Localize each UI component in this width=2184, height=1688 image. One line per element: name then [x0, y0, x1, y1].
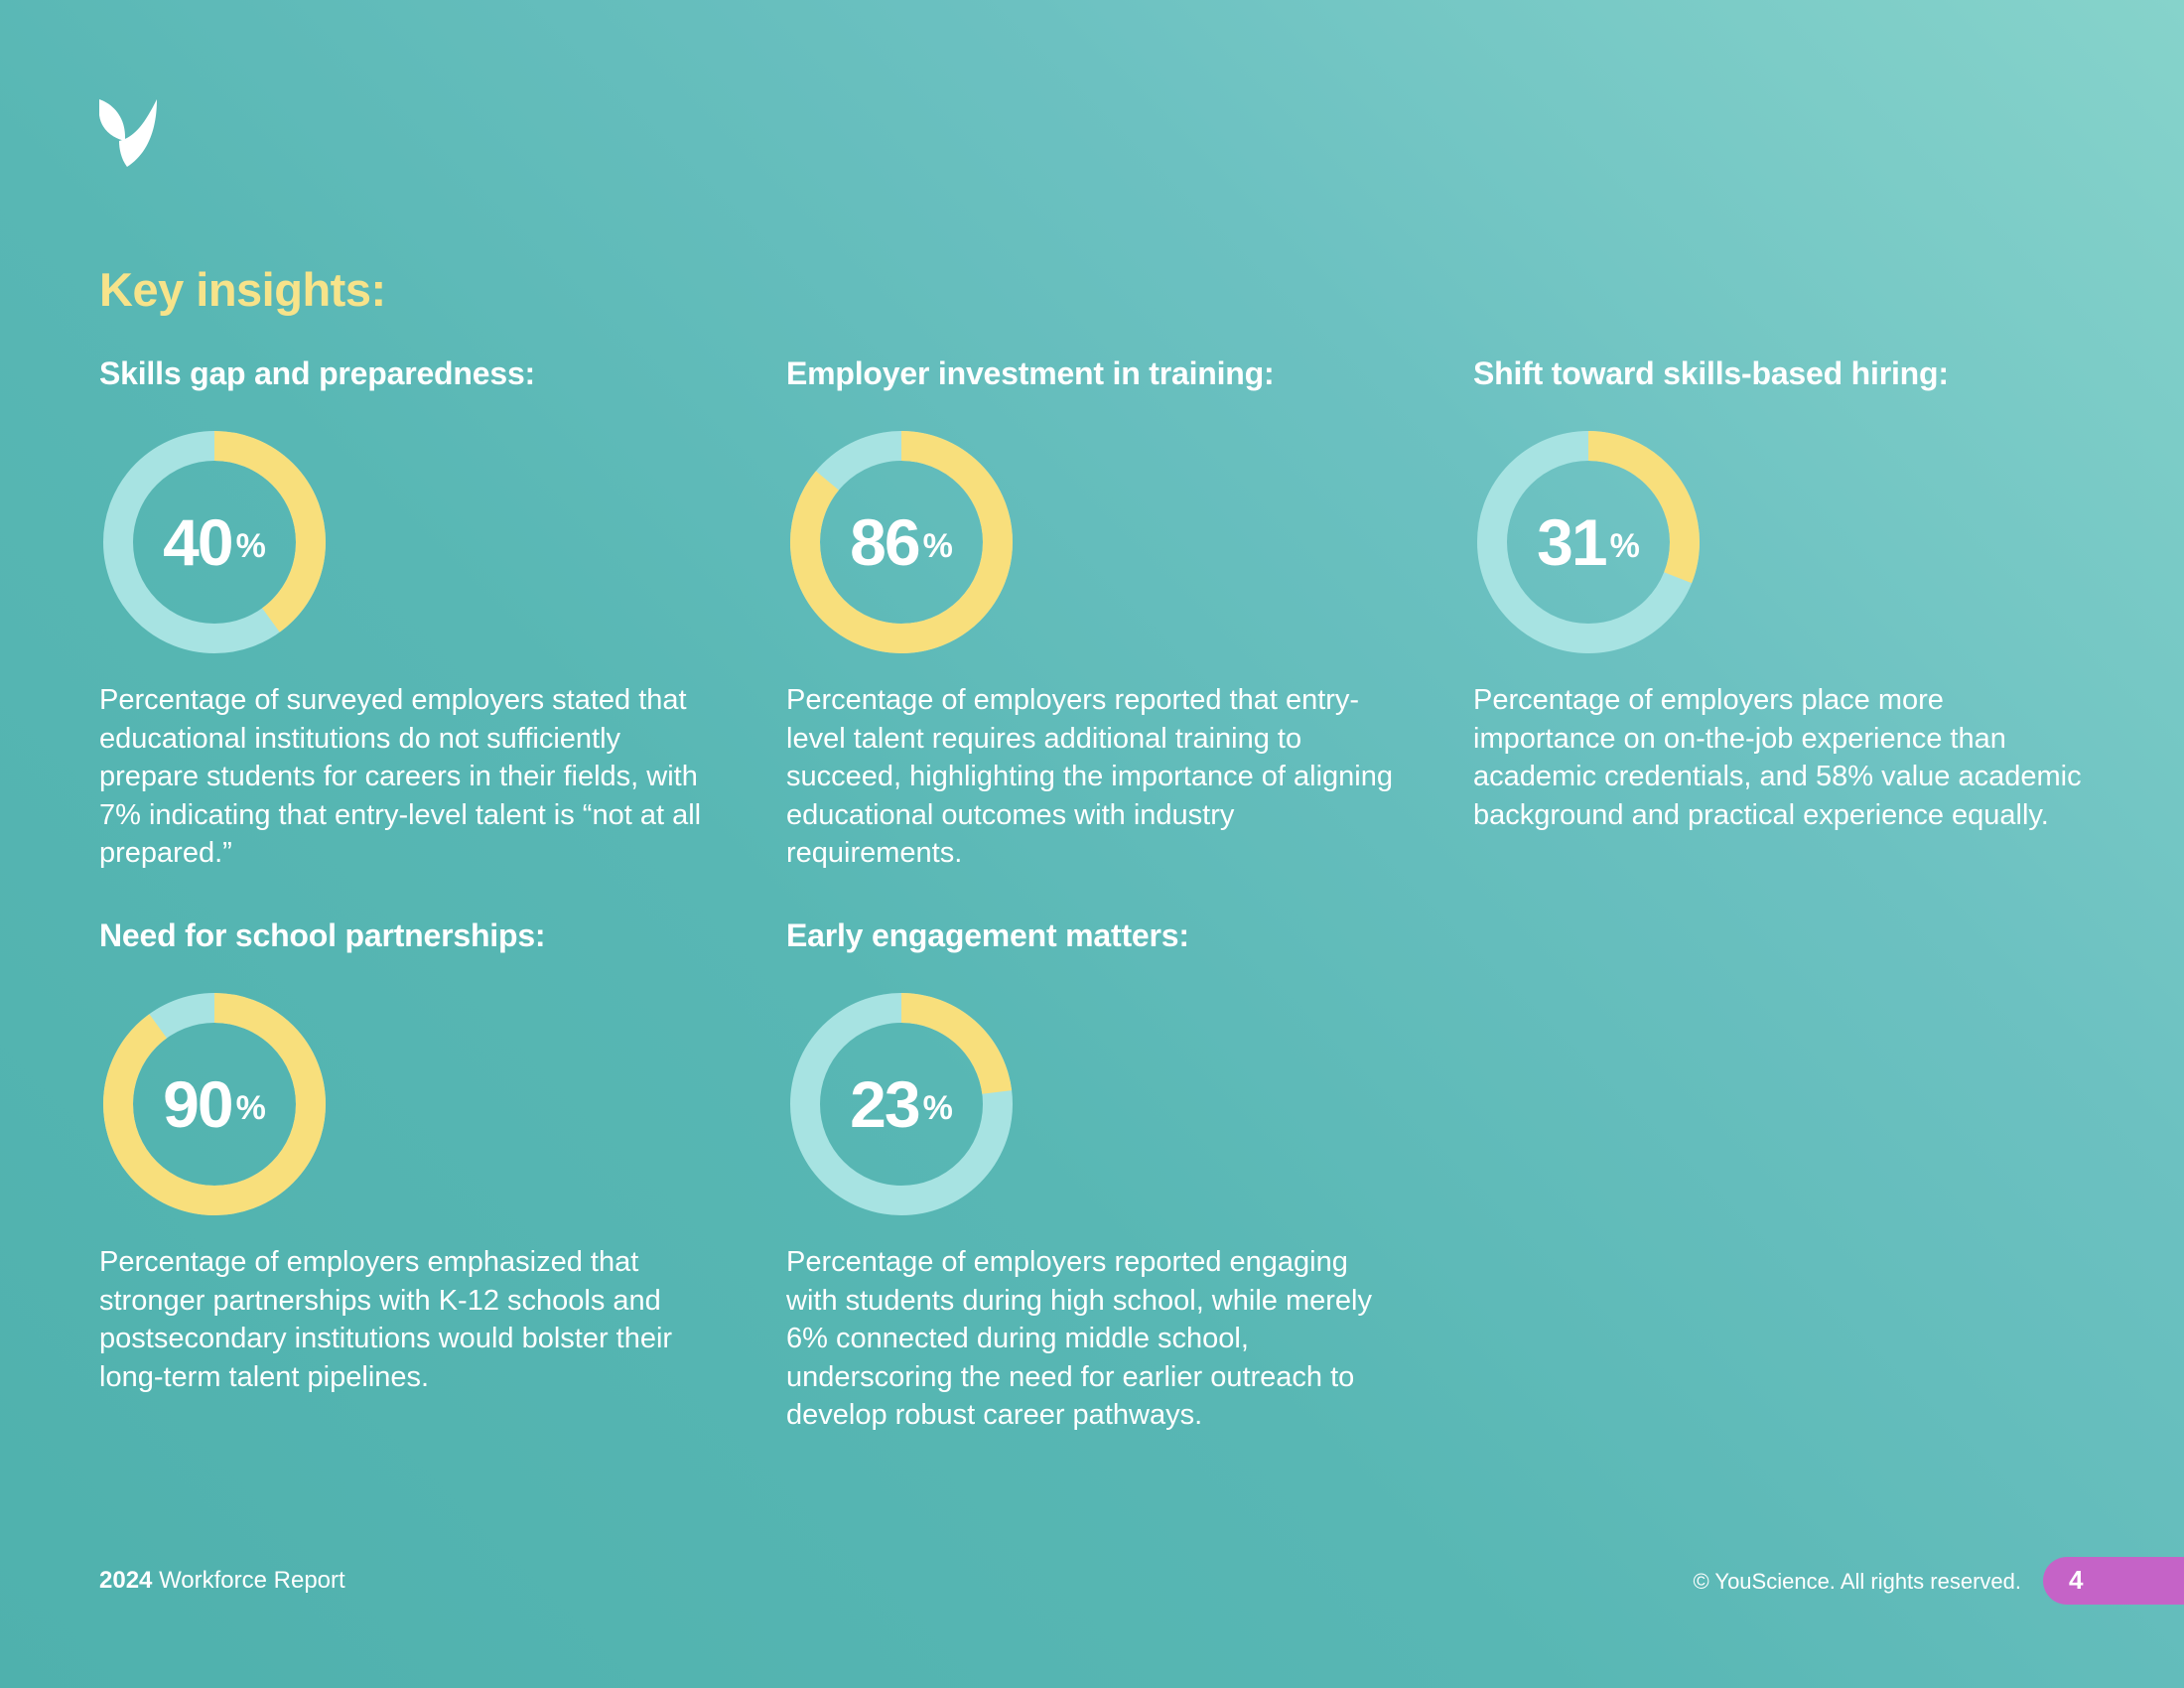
- donut-unit: %: [922, 1088, 953, 1127]
- donut-chart: 86%: [786, 427, 1017, 657]
- insight-card-skills-based-hiring: Shift toward skills-based hiring: 31% Pe…: [1473, 355, 2089, 834]
- donut-label: 31%: [1473, 427, 1704, 657]
- donut-value-arc: [1477, 431, 1700, 653]
- insight-title: Shift toward skills-based hiring:: [1473, 355, 1949, 391]
- insight-card-early-engagement: Early engagement matters: 23% Percentage…: [786, 917, 1402, 1435]
- donut-label: 86%: [786, 427, 1017, 657]
- page-number: 4: [2069, 1565, 2084, 1595]
- donut-label: 40%: [99, 427, 330, 657]
- donut-chart: 90%: [99, 989, 330, 1219]
- donut-chart: 31%: [1473, 427, 1704, 657]
- youscience-logo-icon: [99, 99, 157, 167]
- donut-value-arc: [103, 431, 326, 653]
- donut-label: 90%: [99, 989, 330, 1219]
- donut-value-arc: [790, 993, 1013, 1215]
- footer-report-name: Workforce Report: [159, 1567, 345, 1594]
- insight-title: Need for school partnerships:: [99, 917, 546, 953]
- insight-card-skills-gap: Skills gap and preparedness: 40% Percent…: [99, 355, 715, 873]
- insight-description: Percentage of employers reported that en…: [786, 684, 1394, 869]
- donut-value: 31: [1537, 505, 1607, 579]
- donut-unit: %: [235, 526, 266, 565]
- donut-label: 23%: [786, 989, 1017, 1219]
- donut-chart: 40%: [99, 427, 330, 657]
- donut-unit: %: [922, 526, 953, 565]
- insight-title: Early engagement matters:: [786, 917, 1189, 953]
- donut-unit: %: [1609, 526, 1640, 565]
- donut-value-arc: [103, 993, 326, 1215]
- footer-copyright: © YouScience. All rights reserved.: [1693, 1569, 2021, 1594]
- donut-value: 90: [163, 1067, 233, 1141]
- insight-card-school-partnerships: Need for school partnerships: 90% Percen…: [99, 917, 715, 1396]
- donut-value-arc: [790, 431, 1013, 653]
- insight-title: Skills gap and preparedness:: [99, 355, 535, 391]
- donut-unit: %: [235, 1088, 266, 1127]
- page-number-tab: 4: [2043, 1557, 2184, 1605]
- donut-value: 40: [163, 505, 233, 579]
- insight-description: Percentage of employers reported engagin…: [786, 1246, 1372, 1431]
- key-insights-heading: Key insights:: [99, 263, 386, 316]
- insight-title: Employer investment in training:: [786, 355, 1275, 391]
- footer-report-title: 2024 Workforce Report: [99, 1567, 345, 1595]
- insight-card-employer-training: Employer investment in training: 86% Per…: [786, 355, 1402, 873]
- donut-value: 86: [850, 505, 920, 579]
- donut-chart: 23%: [786, 989, 1017, 1219]
- insight-description: Percentage of employers emphasized that …: [99, 1246, 673, 1393]
- insight-description: Percentage of employers place more impor…: [1473, 684, 2082, 831]
- insight-description: Percentage of surveyed employers stated …: [99, 684, 702, 869]
- footer-report-year: 2024: [99, 1567, 153, 1594]
- donut-value: 23: [850, 1067, 920, 1141]
